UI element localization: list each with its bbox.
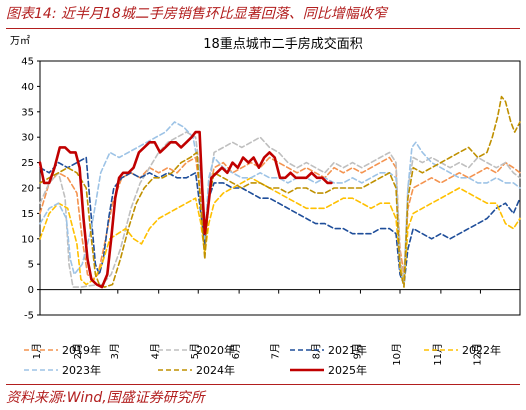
x-tick-label: 9月 [351, 343, 363, 359]
series-layer [38, 95, 521, 289]
legend-label: 2020年 [196, 343, 235, 357]
x-tick-label: 7月 [270, 343, 282, 359]
x-tick-label: 8月 [311, 343, 323, 359]
y-tick-label: 0 [28, 285, 34, 296]
source-rule [6, 384, 520, 385]
x-tick-label: 2月 [72, 343, 84, 359]
series-line-2020年 [39, 131, 521, 288]
y-axis: -5 0 5 10 15 20 25 30 35 40 45 [21, 57, 40, 322]
y-tick-label: 10 [21, 234, 34, 245]
legend-label: 2021年 [328, 343, 367, 357]
plot-frame [39, 60, 521, 316]
title-rule [6, 28, 520, 29]
y-tick-label: 5 [28, 260, 34, 271]
x-tick-label: 10月 [391, 343, 403, 366]
y-tick-label: 15 [21, 209, 34, 220]
y-unit-label: 万㎡ [10, 35, 30, 47]
series-line-2021年 [39, 156, 521, 286]
x-tick-label: 1月 [31, 343, 43, 359]
x-tick-label: 5月 [189, 343, 201, 359]
legend: 2019年 2020年 2021年 2022年 2023年 2024年 2025年 [24, 343, 501, 377]
y-tick-label: -5 [24, 311, 34, 322]
x-tick-label: 12月 [471, 343, 483, 366]
legend-label: 2022年 [462, 343, 501, 357]
legend-label: 2023年 [62, 363, 101, 377]
x-tick-label: 6月 [230, 343, 242, 359]
legend-label: 2024年 [196, 363, 235, 377]
series-line-2025年 [38, 130, 333, 289]
y-tick-label: 20 [21, 184, 34, 195]
chart-title: 18重点城市二手房成交面积 [203, 36, 363, 52]
legend-label: 2019年 [62, 343, 101, 357]
y-tick-label: 40 [21, 82, 34, 93]
chart-svg: 万㎡ 18重点城市二手房成交面积 -5 0 5 10 15 20 25 30 35 40 45 1月… [10, 35, 521, 377]
series-line-2022年 [39, 177, 521, 286]
series-line-2023年 [39, 121, 521, 286]
y-tick-label: 30 [21, 133, 34, 144]
figure-title: 图表14: 近半月18城二手房销售环比显著回落、同比增幅收窄 [6, 6, 387, 22]
series-line-2024年 [39, 95, 521, 288]
x-tick-label: 3月 [109, 343, 121, 359]
source-note: 资料来源:Wind,国盛证券研究所 [6, 390, 205, 406]
y-tick-label: 45 [21, 57, 34, 68]
x-tick-label: 4月 [150, 343, 162, 359]
x-axis: 1月 2月 3月 4月 5月 6月 7月 8月 9月 10月 11月 12月 [31, 289, 520, 366]
legend-label: 2025年 [328, 363, 367, 377]
x-tick-label: 11月 [432, 343, 444, 366]
y-tick-label: 25 [21, 158, 34, 169]
y-tick-label: 35 [21, 107, 34, 118]
